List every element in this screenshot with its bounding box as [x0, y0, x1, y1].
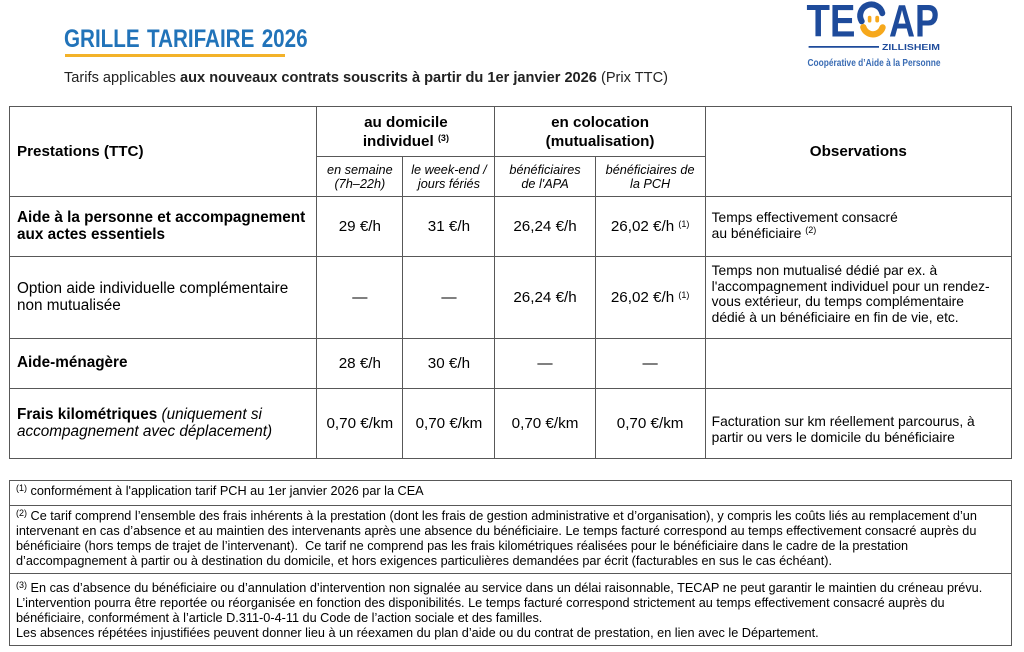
- svg-text:Coopérative d’Aide à la Person: Coopérative d’Aide à la Personne: [808, 58, 941, 69]
- svg-text:ZILLISHEIM: ZILLISHEIM: [882, 42, 940, 52]
- svg-text:AP: AP: [889, 0, 939, 47]
- svg-text:TE: TE: [807, 0, 856, 47]
